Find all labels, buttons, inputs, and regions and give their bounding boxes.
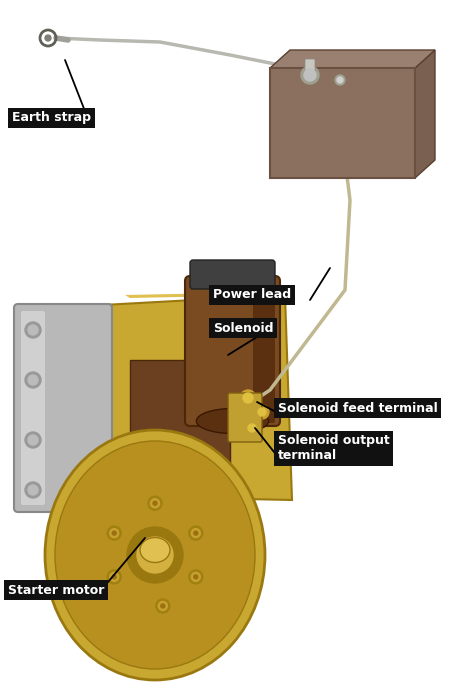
- Text: Earth strap: Earth strap: [12, 111, 91, 124]
- Circle shape: [25, 372, 41, 388]
- Circle shape: [28, 435, 38, 445]
- FancyBboxPatch shape: [185, 276, 280, 426]
- Circle shape: [243, 393, 253, 403]
- Circle shape: [107, 570, 121, 584]
- Circle shape: [301, 66, 319, 84]
- Polygon shape: [125, 292, 280, 298]
- FancyBboxPatch shape: [270, 68, 415, 178]
- Circle shape: [28, 485, 38, 495]
- Polygon shape: [48, 295, 292, 500]
- Circle shape: [194, 575, 198, 579]
- Polygon shape: [270, 50, 435, 68]
- Circle shape: [161, 604, 165, 608]
- Circle shape: [189, 570, 203, 584]
- Circle shape: [156, 599, 170, 613]
- Circle shape: [153, 501, 157, 505]
- Ellipse shape: [140, 538, 170, 562]
- Circle shape: [335, 75, 345, 85]
- Circle shape: [107, 526, 121, 540]
- FancyBboxPatch shape: [21, 311, 45, 505]
- Circle shape: [189, 526, 203, 540]
- Text: Solenoid feed terminal: Solenoid feed terminal: [278, 402, 438, 415]
- Circle shape: [191, 573, 201, 581]
- Circle shape: [148, 497, 162, 510]
- Circle shape: [258, 408, 266, 416]
- Circle shape: [109, 573, 118, 581]
- Text: Solenoid: Solenoid: [213, 321, 273, 334]
- Circle shape: [28, 375, 38, 385]
- Circle shape: [137, 537, 173, 573]
- FancyBboxPatch shape: [253, 279, 275, 423]
- Circle shape: [194, 531, 198, 535]
- Circle shape: [25, 432, 41, 448]
- Ellipse shape: [55, 441, 255, 669]
- Circle shape: [28, 325, 38, 335]
- Circle shape: [245, 421, 259, 435]
- Circle shape: [304, 69, 316, 81]
- FancyBboxPatch shape: [228, 393, 262, 442]
- Text: Power lead: Power lead: [213, 289, 291, 302]
- Circle shape: [109, 529, 118, 538]
- Circle shape: [158, 601, 167, 610]
- Circle shape: [337, 77, 343, 83]
- FancyBboxPatch shape: [14, 304, 112, 512]
- Circle shape: [25, 322, 41, 338]
- Circle shape: [112, 531, 116, 535]
- Polygon shape: [130, 360, 230, 550]
- Ellipse shape: [196, 408, 269, 434]
- FancyBboxPatch shape: [190, 260, 275, 289]
- Circle shape: [45, 35, 51, 41]
- Polygon shape: [48, 304, 108, 498]
- Polygon shape: [415, 50, 435, 178]
- Circle shape: [191, 529, 201, 538]
- Circle shape: [151, 499, 159, 508]
- Circle shape: [112, 575, 116, 579]
- Circle shape: [255, 405, 269, 419]
- Circle shape: [240, 390, 256, 406]
- Text: Solenoid output
terminal: Solenoid output terminal: [278, 434, 390, 462]
- Circle shape: [248, 424, 256, 432]
- Circle shape: [25, 482, 41, 498]
- Circle shape: [127, 527, 183, 583]
- Ellipse shape: [45, 430, 265, 680]
- Text: Starter motor: Starter motor: [8, 583, 104, 596]
- FancyBboxPatch shape: [305, 59, 315, 76]
